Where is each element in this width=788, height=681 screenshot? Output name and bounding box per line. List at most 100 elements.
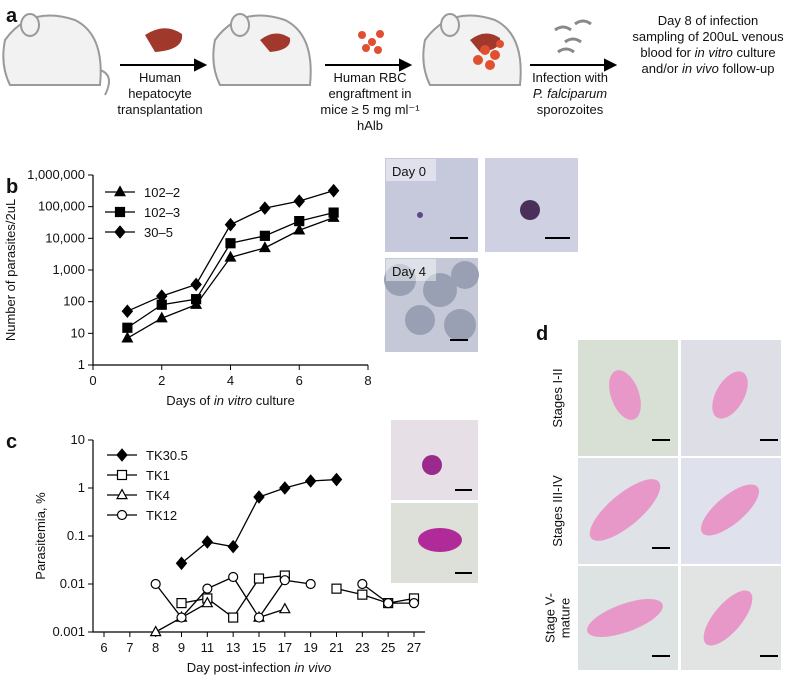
marker [294, 216, 305, 227]
text-segment: mice ≥ 5 mg ml⁻¹ [320, 102, 420, 117]
marker [305, 578, 316, 590]
text-segment: Day post-infection [187, 660, 295, 675]
x-tick-label: 23 [355, 640, 369, 655]
marker [253, 612, 265, 623]
y-tick-label: 10 [71, 325, 85, 340]
text-segment: sporozoites [537, 102, 604, 117]
text-segment: culture [733, 45, 776, 60]
x-tick-label: 0 [89, 373, 96, 388]
text-segment: Parasitemia, % [33, 492, 48, 580]
x-tick-label: 4 [227, 373, 234, 388]
marker [328, 207, 339, 218]
y-tick-label: 1 [78, 357, 85, 372]
y-tick-label: 1,000,000 [27, 167, 85, 182]
panel-label: c [6, 431, 17, 453]
liver-icon [145, 28, 183, 52]
text-segment: blood for [640, 45, 694, 60]
marker [150, 578, 161, 590]
x-tick-label: 25 [381, 640, 395, 655]
step-caption: engraftment in [328, 86, 411, 101]
liver-icon [470, 33, 501, 52]
text-segment: Number of parasites/2uL [3, 199, 18, 341]
x-tick-label: 21 [329, 640, 343, 655]
x-tick-label: 6 [100, 640, 107, 655]
text-segment: and/or [642, 61, 682, 76]
x-axis-label: Days of in vitro culture [166, 393, 295, 408]
marker [114, 225, 126, 239]
x-tick-label: 15 [252, 640, 266, 655]
stage-label: Stage V- [543, 593, 558, 643]
marker [357, 589, 368, 600]
axis-line [92, 440, 425, 633]
legend-label: 30–5 [144, 225, 173, 240]
legend-label: TK1 [146, 468, 170, 483]
axis-line [92, 175, 368, 366]
text-segment: Day 8 of infection [658, 13, 758, 28]
marker [116, 469, 128, 481]
step-caption: sampling of 200uL venous [632, 29, 784, 44]
step-caption: mice ≥ 5 mg ml⁻¹ [320, 102, 420, 117]
marker [121, 304, 134, 318]
text-segment: hAlb [357, 118, 383, 133]
marker [121, 331, 134, 343]
marker [259, 201, 271, 215]
x-tick-label: 11 [201, 640, 215, 655]
step-caption: sporozoites [537, 102, 604, 117]
marker [201, 596, 214, 608]
marker [116, 509, 128, 521]
x-tick-label: 7 [126, 640, 133, 655]
marker [114, 206, 126, 218]
rbc-icon [358, 30, 384, 54]
text-segment: Human RBC [334, 70, 407, 85]
italic-text: in vitro [214, 393, 252, 408]
schematic-drawings [2, 13, 592, 96]
x-tick-label: 9 [178, 640, 185, 655]
panel-label: d [536, 323, 548, 345]
marker [116, 488, 128, 500]
marker [156, 289, 168, 303]
y-tick-label: 0.1 [67, 528, 85, 543]
marker [175, 556, 188, 571]
marker [408, 598, 420, 609]
marker [327, 183, 340, 198]
chart: 1 10 100 1,000 10,000 100,000 1,000,000 0 2 4 6 8 Da… [3, 167, 372, 408]
marker [224, 217, 237, 232]
marker [116, 448, 128, 462]
x-tick-label: 19 [303, 640, 317, 655]
micrograph-label: Day 0 [392, 164, 426, 179]
marker [253, 490, 265, 504]
marker [331, 583, 342, 594]
italic-text: in vivo [682, 61, 719, 76]
italic-text: in vitro [695, 45, 733, 60]
text-segment: culture [252, 393, 295, 408]
text-segment: hepatocyte [128, 86, 192, 101]
y-tick-label: 10 [71, 432, 85, 447]
mouse [422, 13, 522, 86]
marker [279, 575, 290, 586]
legend-label: 102–3 [144, 205, 180, 220]
legend-label: TK12 [146, 508, 177, 523]
liver-icon [260, 33, 291, 52]
marker [357, 578, 368, 590]
mouse [2, 13, 110, 96]
marker [227, 539, 239, 554]
text-segment: follow-up [719, 61, 775, 76]
step-caption: Infection with [532, 70, 608, 85]
y-tick-label: 0.01 [60, 576, 85, 591]
text-segment: sampling of 200uL venous [632, 29, 784, 44]
text-segment: engraftment in [328, 86, 411, 101]
legend-label: TK30.5 [146, 448, 188, 463]
text-segment: Infection with [532, 70, 608, 85]
marker [149, 625, 162, 637]
marker [330, 472, 343, 487]
stage-label: mature [558, 598, 573, 638]
marker [383, 598, 394, 609]
marker [155, 311, 168, 323]
x-tick-label: 8 [364, 373, 371, 388]
step-caption: hAlb [357, 118, 383, 133]
x-tick-label: 27 [407, 640, 421, 655]
y-tick-label: 100 [63, 294, 85, 309]
marker [176, 598, 187, 609]
step-caption: transplantation [117, 102, 202, 117]
